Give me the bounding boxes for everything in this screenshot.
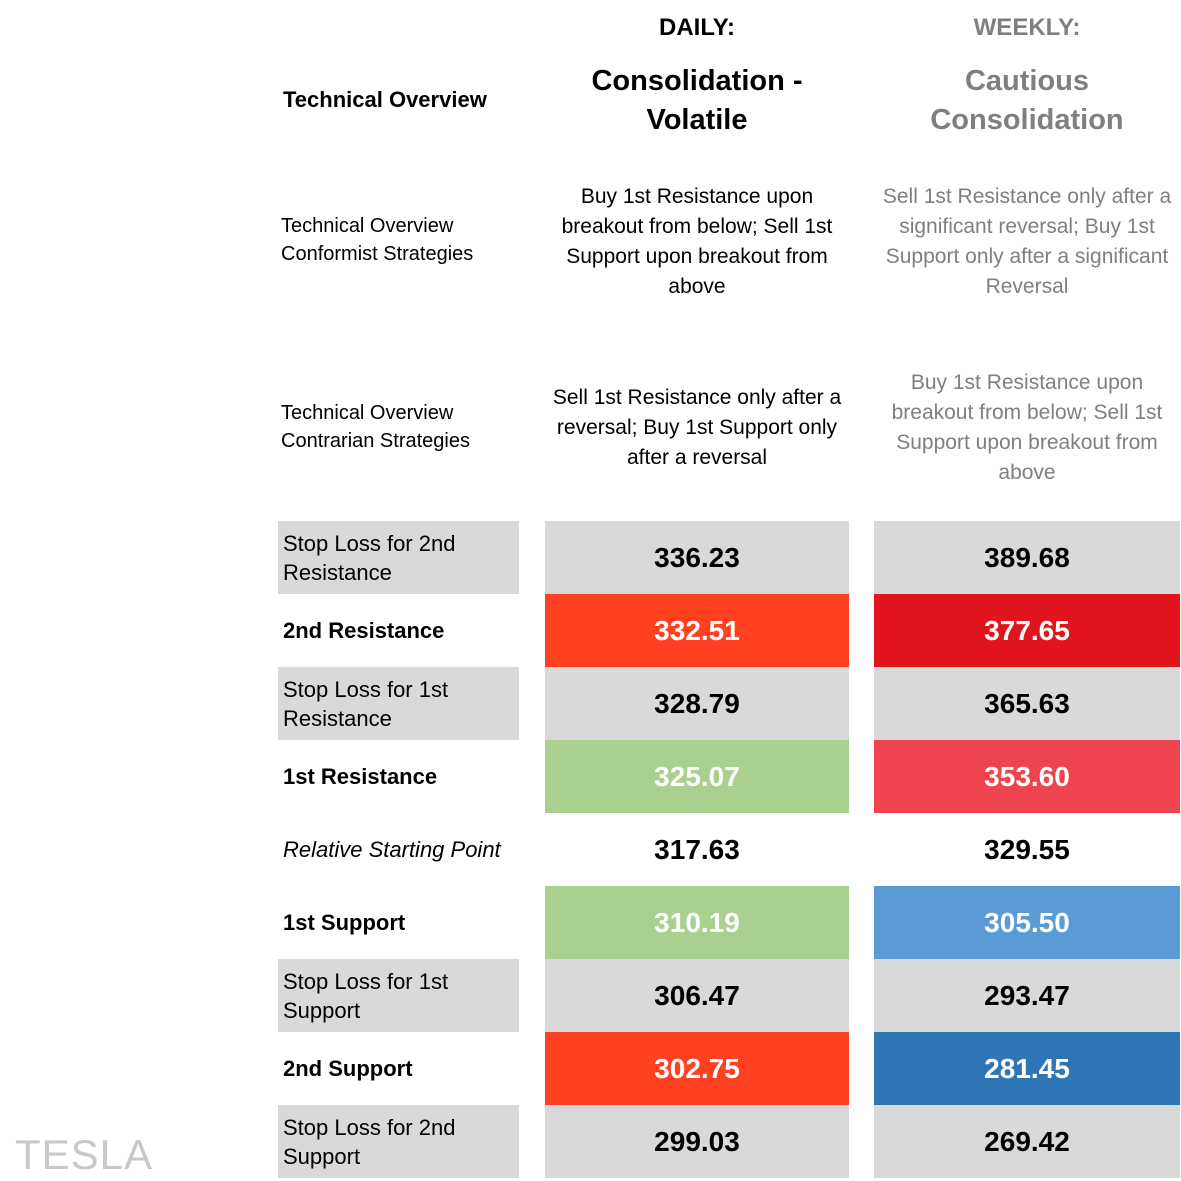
weekly-2nd-support: 281.45 bbox=[874, 1032, 1180, 1105]
daily-column-header: DAILY: bbox=[658, 14, 735, 41]
daily-overview-value: Consolidation - Volatile bbox=[591, 65, 803, 136]
row-label-2nd-support: 2nd Support bbox=[283, 1056, 413, 1081]
weekly-column-header: WEEKLY: bbox=[973, 14, 1081, 41]
weekly-stop-loss-1st-resistance: 365.63 bbox=[874, 667, 1180, 740]
tesla-watermark: TESLA bbox=[15, 1131, 154, 1178]
daily-stop-loss-1st-resistance: 328.79 bbox=[545, 667, 849, 740]
weekly-stop-loss-2nd-resistance: 389.68 bbox=[874, 521, 1180, 594]
technical-overview-label: Technical Overview bbox=[283, 87, 487, 112]
weekly-2nd-resistance: 377.65 bbox=[874, 594, 1180, 667]
row-label-2nd-resistance: 2nd Resistance bbox=[283, 618, 445, 643]
contrarian-strategies-label: Technical Overview Contrarian Strategies bbox=[281, 399, 521, 455]
weekly-1st-support: 305.50 bbox=[874, 886, 1180, 959]
daily-2nd-support: 302.75 bbox=[545, 1032, 849, 1105]
row-label-relative-starting-point: Relative Starting Point bbox=[283, 837, 501, 862]
daily-contrarian-strategy: Sell 1st Resistance only after a reversa… bbox=[552, 386, 842, 469]
daily-2nd-resistance: 332.51 bbox=[545, 594, 849, 667]
daily-1st-support: 310.19 bbox=[545, 886, 849, 959]
row-label-stop-loss-2nd-resistance: Stop Loss for 2nd Resistance bbox=[278, 521, 519, 594]
contrarian-label-line1: Technical Overview bbox=[281, 402, 454, 424]
contrarian-label-line2: Contrarian Strategies bbox=[281, 430, 470, 452]
weekly-overview-value: Cautious Consolidation bbox=[930, 65, 1124, 136]
weekly-conformist-strategy: Sell 1st Resistance only after a signifi… bbox=[882, 185, 1172, 298]
row-label-stop-loss-1st-resistance: Stop Loss for 1st Resistance bbox=[278, 667, 519, 740]
daily-conformist-strategy: Buy 1st Resistance upon breakout from be… bbox=[561, 185, 833, 298]
weekly-relative-starting-point: 329.55 bbox=[874, 813, 1180, 886]
daily-stop-loss-1st-support: 306.47 bbox=[545, 959, 849, 1032]
daily-stop-loss-2nd-support: 299.03 bbox=[545, 1105, 849, 1178]
row-label-1st-support: 1st Support bbox=[283, 910, 406, 935]
conformist-label-line2: Conformist Strategies bbox=[281, 243, 474, 265]
row-label-stop-loss-1st-support: Stop Loss for 1st Support bbox=[278, 959, 519, 1032]
row-label-1st-resistance: 1st Resistance bbox=[283, 764, 438, 789]
daily-stop-loss-2nd-resistance: 336.23 bbox=[545, 521, 849, 594]
conformist-strategies-label: Technical Overview Conformist Strategies bbox=[281, 212, 521, 268]
daily-relative-starting-point: 317.63 bbox=[545, 813, 849, 886]
row-label-stop-loss-2nd-support: Stop Loss for 2nd Support bbox=[278, 1105, 519, 1178]
weekly-stop-loss-2nd-support: 269.42 bbox=[874, 1105, 1180, 1178]
weekly-contrarian-strategy: Buy 1st Resistance upon breakout from be… bbox=[891, 371, 1163, 484]
conformist-label-line1: Technical Overview bbox=[281, 215, 454, 237]
daily-1st-resistance: 325.07 bbox=[545, 740, 849, 813]
weekly-stop-loss-1st-support: 293.47 bbox=[874, 959, 1180, 1032]
weekly-1st-resistance: 353.60 bbox=[874, 740, 1180, 813]
